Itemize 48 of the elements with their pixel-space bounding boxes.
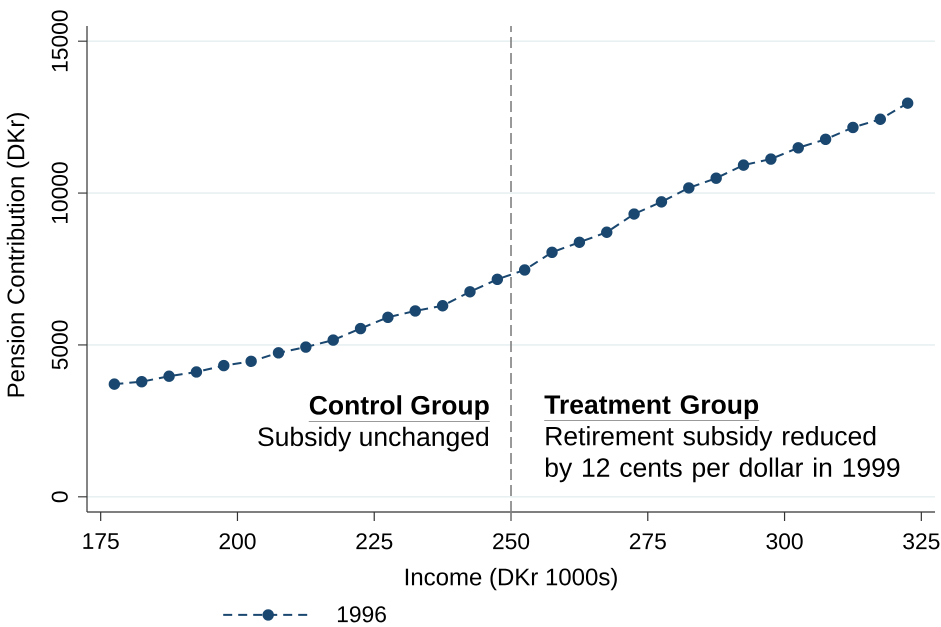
point: [847, 122, 859, 134]
point: [328, 334, 339, 346]
point: [628, 208, 640, 220]
annotation: Control Group: [310, 395, 489, 420]
point: [354, 322, 366, 334]
point: [820, 134, 832, 145]
y-tick-label: 0: [52, 491, 68, 502]
x-tick-label: 275: [630, 533, 666, 550]
y-axis-title: Pension Contribution (DKr): [6, 113, 30, 396]
x-axis-title: Income (DKr 1000s): [406, 568, 617, 590]
point: [108, 378, 120, 390]
point: [464, 286, 476, 298]
x-tick-label: 200: [220, 533, 256, 550]
point: [874, 114, 886, 125]
y-tick-label: 15000: [52, 10, 68, 72]
annotation: Treatment Group: [544, 395, 758, 420]
x-tick-label: 175: [83, 533, 119, 550]
point: [518, 264, 530, 276]
point: [382, 312, 394, 323]
point: [738, 159, 750, 171]
point: [492, 274, 504, 286]
point: [272, 347, 284, 359]
x-tick-label: 250: [493, 533, 530, 550]
point: [601, 226, 612, 238]
point: [190, 366, 202, 378]
point: [710, 172, 722, 184]
point: [546, 246, 558, 258]
y-tick-label: 5000: [52, 320, 68, 370]
point: [902, 97, 914, 109]
point: [245, 356, 257, 368]
point: [218, 360, 230, 372]
point: [683, 182, 695, 194]
x-tick-label: 300: [766, 533, 803, 550]
point: [163, 370, 175, 382]
point: [136, 376, 148, 388]
point: [436, 300, 448, 312]
point: [300, 341, 312, 353]
x-tick-label: 225: [356, 533, 392, 550]
point: [656, 196, 668, 208]
legend-label: 1996: [338, 606, 386, 622]
annotation: Retirement subsidy reduced by 12 cents per dollar in 1999: [546, 426, 900, 482]
point: [765, 153, 777, 165]
point: [574, 236, 586, 248]
x-tick-label: 325: [903, 533, 940, 550]
point: [792, 142, 804, 154]
y-tick-label: 10000: [52, 162, 68, 224]
annotation: Subsidy unchanged: [258, 426, 488, 452]
point: [410, 305, 421, 317]
